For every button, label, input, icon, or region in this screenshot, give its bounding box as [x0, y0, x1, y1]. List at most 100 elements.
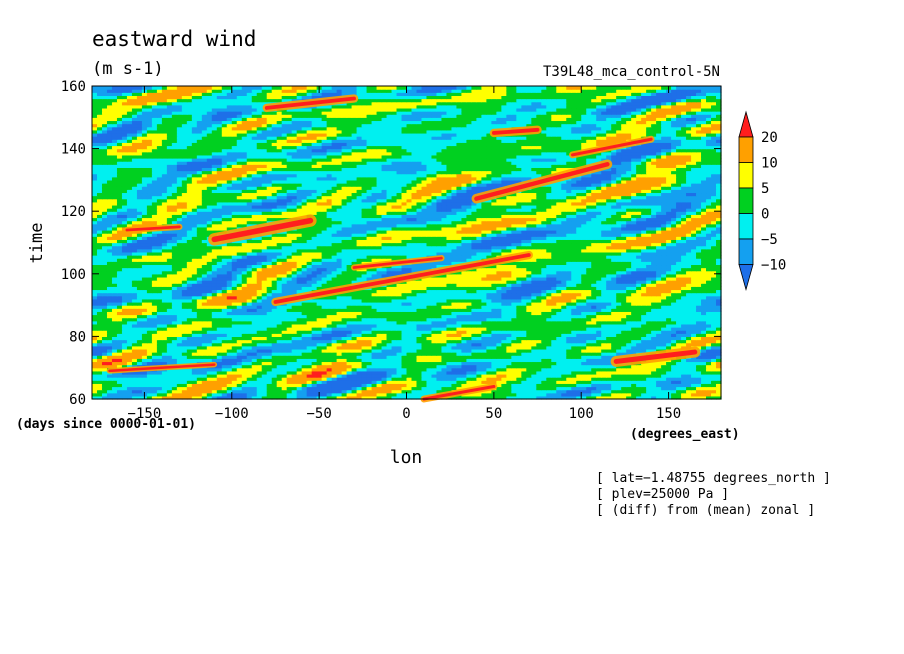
field-cell — [396, 380, 403, 384]
field-cell — [241, 311, 248, 316]
field-cell — [616, 345, 622, 350]
field-cell — [456, 339, 463, 344]
field-cell — [616, 320, 622, 325]
field-cell — [351, 386, 358, 391]
field-cell — [491, 317, 497, 322]
field-cell — [336, 355, 343, 359]
field-cell — [356, 327, 363, 331]
field-cell — [491, 323, 497, 328]
field-cell — [621, 386, 627, 391]
field-cell — [441, 389, 448, 394]
field-cell — [111, 305, 118, 309]
field-cell — [271, 383, 278, 388]
field-cell — [221, 361, 228, 366]
field-cell — [651, 330, 657, 334]
field-cell — [181, 386, 188, 391]
field-cell — [106, 380, 113, 384]
field-cell — [396, 370, 403, 375]
field-cell — [386, 314, 393, 319]
field-cell — [456, 311, 463, 316]
field-cell — [371, 358, 378, 363]
field-cell — [501, 389, 507, 394]
field-cell — [446, 373, 453, 378]
field-cell — [101, 333, 108, 337]
field-cell — [416, 336, 423, 341]
field-cell — [221, 355, 228, 359]
field-cell — [506, 392, 512, 397]
field-cell — [116, 361, 123, 366]
field-cell — [101, 377, 108, 381]
field-cell — [236, 327, 243, 331]
field-cell — [506, 320, 512, 325]
field-cell — [561, 364, 567, 369]
field-cell — [366, 355, 373, 359]
field-cell — [316, 358, 323, 363]
field-cell — [101, 314, 108, 319]
field-cell — [306, 311, 313, 316]
field-cell — [371, 327, 378, 331]
field-cell — [606, 333, 612, 337]
field-cell — [441, 361, 448, 366]
field-cell — [676, 380, 682, 384]
field-cell — [201, 320, 208, 325]
field-cell — [681, 361, 687, 366]
field-cell — [661, 317, 667, 322]
field-cell — [441, 333, 448, 337]
field-cell — [421, 380, 428, 384]
field-cell — [461, 320, 467, 325]
field-cell — [696, 305, 702, 309]
field-cell — [191, 348, 198, 353]
field-cell — [456, 308, 463, 312]
field-cell — [236, 333, 243, 337]
field-cell — [276, 305, 283, 309]
field-cell — [661, 361, 667, 366]
field-cell — [686, 320, 692, 325]
field-cell — [651, 317, 657, 322]
field-cell — [396, 305, 403, 309]
field-cell — [196, 377, 203, 381]
field-cell — [181, 336, 188, 341]
field-cell — [361, 364, 368, 369]
field-cell — [341, 336, 348, 341]
field-cell — [591, 383, 597, 388]
field-cell — [161, 386, 168, 391]
field-cell — [301, 377, 308, 381]
field-cell — [681, 330, 687, 334]
field-cell — [236, 314, 243, 319]
field-cell — [321, 377, 328, 381]
field-cell — [641, 323, 647, 328]
field-cell — [411, 355, 418, 359]
field-cell — [636, 305, 642, 309]
field-cell — [196, 352, 203, 356]
field-cell — [201, 348, 208, 353]
field-cell — [686, 380, 692, 384]
field-cell — [576, 392, 582, 397]
field-cell — [576, 364, 582, 369]
field-cell — [431, 345, 438, 350]
field-cell — [376, 342, 383, 347]
field-cell — [716, 386, 722, 391]
field-cell — [406, 389, 413, 394]
field-cell — [156, 380, 163, 384]
chart-title: eastward wind — [92, 27, 256, 51]
field-cell — [231, 383, 238, 388]
field-cell — [396, 323, 403, 328]
field-cell — [356, 392, 363, 397]
field-cell — [686, 330, 692, 334]
field-cell — [146, 301, 153, 306]
field-cell — [291, 301, 298, 306]
field-cell — [301, 327, 308, 331]
field-cell — [566, 342, 572, 347]
field-cell — [461, 367, 467, 372]
field-cell — [286, 339, 293, 344]
field-cell — [381, 345, 388, 350]
field-cell — [211, 330, 218, 334]
field-cell — [706, 317, 712, 322]
field-cell — [611, 380, 617, 384]
field-cell — [336, 339, 343, 344]
field-cell — [401, 358, 408, 363]
field-cell — [141, 386, 148, 391]
field-cell — [471, 301, 477, 306]
field-cell — [141, 355, 148, 359]
